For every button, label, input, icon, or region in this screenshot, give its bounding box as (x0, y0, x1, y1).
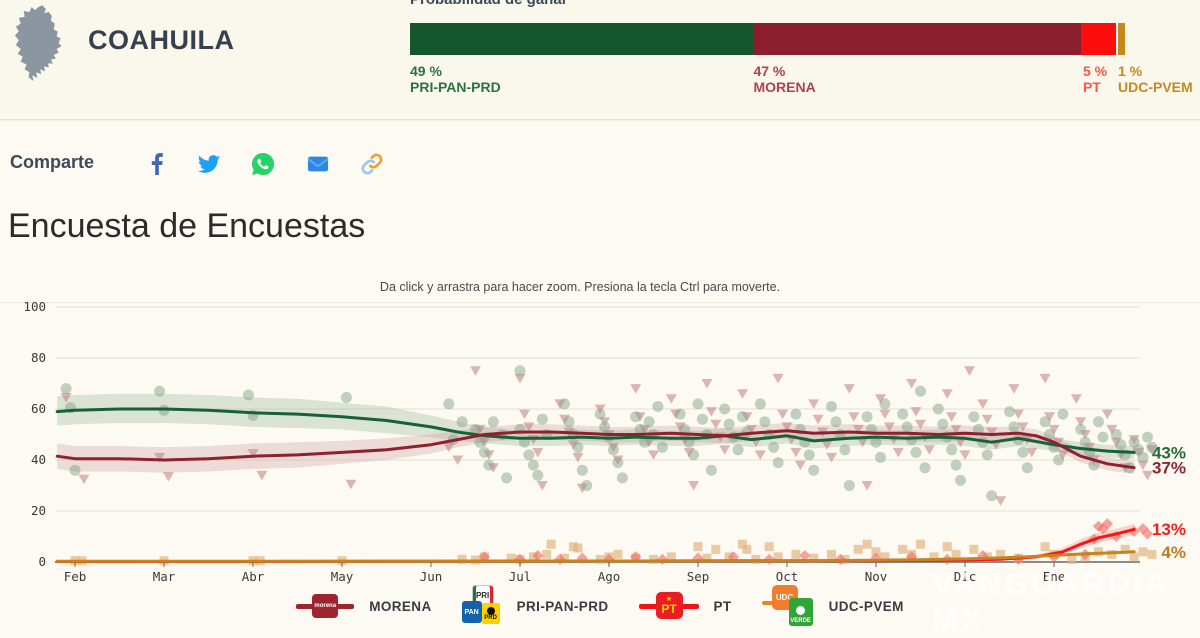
svg-text:Jun: Jun (420, 569, 443, 584)
svg-text:Sep: Sep (687, 569, 710, 584)
svg-text:Jul: Jul (509, 569, 532, 584)
svg-text:Abr: Abr (242, 569, 265, 584)
svg-text:Ago: Ago (598, 569, 621, 584)
pri-pan-prd-logo-icon: PRI PAN PRD (461, 585, 502, 627)
link-icon[interactable] (361, 153, 383, 175)
udc-pvem-logo-icon: UDC VERDE (761, 585, 814, 627)
section-title: Encuesta de Encuestas (8, 207, 366, 245)
divider (0, 302, 1200, 303)
legend-item-morena[interactable]: morena MORENA (296, 592, 431, 620)
legend-item-pt[interactable]: ★ PT PT (638, 591, 732, 621)
legend-label: MORENA (369, 598, 432, 614)
prob-bar (410, 23, 1125, 55)
svg-text:Oct: Oct (776, 569, 799, 584)
chart-legend: morena MORENA PRI PAN PRD PRI-PAN-PRD ★ P… (0, 585, 1200, 627)
svg-text:13%: 13% (1152, 520, 1186, 539)
pt-logo-icon: ★ PT (638, 591, 699, 621)
win-probability-module: Probabilidad de ganar 49 %PRI-PAN-PRD 47 … (410, 0, 1200, 119)
svg-text:May: May (331, 569, 354, 584)
svg-text:60: 60 (31, 401, 46, 416)
legend-label: UDC-PVEM (828, 598, 904, 614)
chart-zoom-hint: Da click y arrastra para hacer zoom. Pre… (379, 280, 781, 294)
twitter-icon[interactable] (198, 153, 220, 175)
svg-text:20: 20 (31, 503, 46, 518)
morena-logo-icon: morena (296, 592, 355, 620)
probability-title: Probabilidad de ganar (410, 0, 568, 8)
whatsapp-icon[interactable] (252, 153, 274, 175)
header: COAHUILA Probabilidad de ganar 49 %PRI-P… (0, 0, 1200, 120)
prob-label-udc-pvem: 1 % UDC-PVEM (1117, 63, 1193, 95)
prob-segment-morena (752, 23, 1082, 55)
prob-segment-pt (1081, 23, 1117, 55)
svg-text:43%: 43% (1152, 443, 1186, 462)
prob-segment-udc-pvem (1118, 23, 1125, 55)
svg-text:0: 0 (38, 554, 46, 569)
svg-text:4%: 4% (1161, 543, 1186, 562)
share-label: Comparte (10, 152, 95, 172)
svg-text:Ene: Ene (1043, 569, 1066, 584)
svg-text:Dic: Dic (954, 569, 977, 584)
legend-item-udc-pvem[interactable]: UDC VERDE UDC-PVEM (761, 585, 904, 627)
prob-label-pt: 5 % PT (1082, 63, 1108, 95)
facebook-icon[interactable] (145, 153, 167, 175)
prob-labels: 49 % PRI-PAN-PRD 47 % MORENA 5 % PT 1 % UDC-PVE… (410, 63, 1200, 105)
prob-segment-pri-pan-prd (410, 23, 753, 55)
prob-label-morena: 47 % MORENA (753, 63, 816, 95)
svg-text:Feb: Feb (64, 569, 87, 584)
legend-item-pri-pan-prd[interactable]: PRI PAN PRD PRI-PAN-PRD (461, 585, 609, 627)
legend-label: PT (713, 598, 732, 614)
svg-text:100: 100 (23, 299, 46, 314)
svg-text:80: 80 (31, 350, 46, 365)
coahuila-map-icon (14, 5, 62, 82)
legend-label: PRI-PAN-PRD (516, 598, 609, 614)
svg-text:Mar: Mar (153, 569, 176, 584)
svg-text:40: 40 (31, 452, 46, 467)
page-title-state: COAHUILA (88, 25, 235, 55)
svg-text:Nov: Nov (865, 569, 888, 584)
svg-text:37%: 37% (1152, 459, 1186, 478)
email-icon[interactable] (307, 153, 329, 175)
polls-chart[interactable]: 0 20 40 60 80 100 Feb Mar Abr May Jun Jul Ago Sep Oct N… (0, 295, 1200, 587)
prob-label-pri-pan-prd: 49 % PRI-PAN-PRD (410, 63, 501, 95)
